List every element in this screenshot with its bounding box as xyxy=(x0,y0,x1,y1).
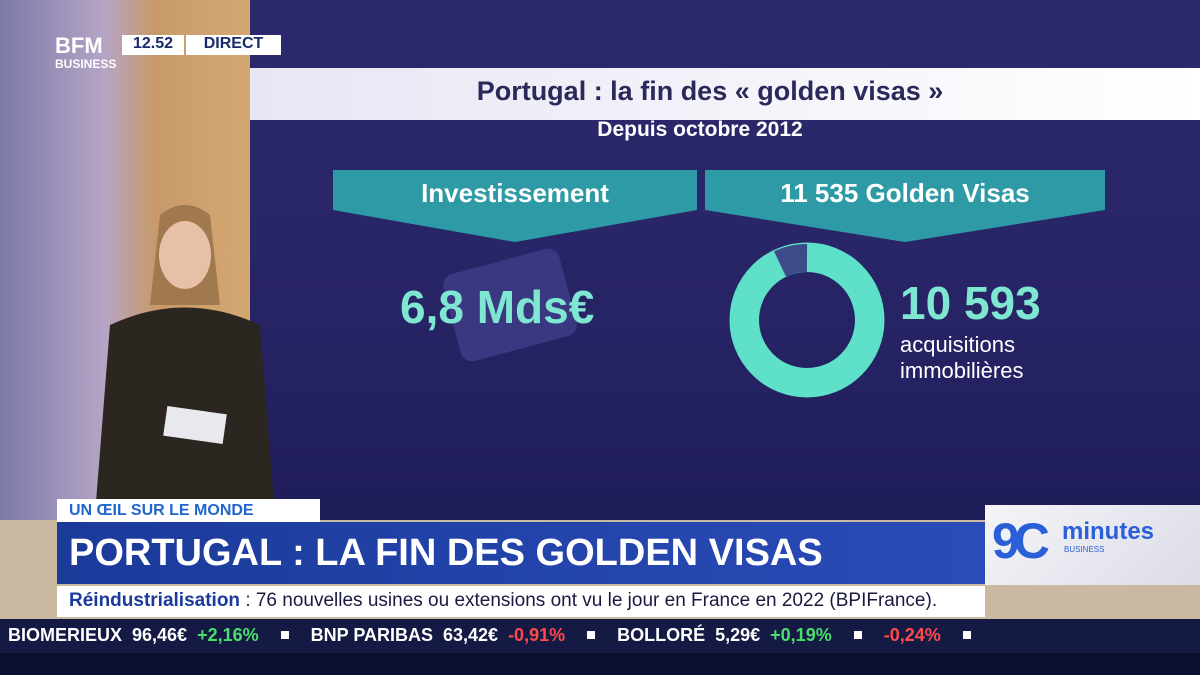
show-logo-word: minutes xyxy=(1062,518,1155,545)
title-strip xyxy=(250,68,1200,120)
show-logo-sub: BUSINESS xyxy=(1064,545,1105,554)
left-header: Investissement xyxy=(421,178,609,208)
acquisitions-label: acquisitions xyxy=(900,332,1015,357)
separator xyxy=(962,631,971,639)
stock-change: -0,91% xyxy=(508,625,566,645)
stock-price: 63,42€ xyxy=(443,625,499,645)
headline: PORTUGAL : LA FIN DES GOLDEN VISAS xyxy=(57,522,985,584)
kicker: UN ŒIL SUR LE MONDE xyxy=(57,499,320,522)
clock-time: 12.52 xyxy=(122,35,184,55)
stock-change: -0,24% xyxy=(883,625,941,645)
header-tab xyxy=(705,170,1105,242)
graphic-shapes xyxy=(333,170,1105,398)
stock-name: BOLLORÉ xyxy=(617,625,706,645)
banknote-icon xyxy=(443,248,577,362)
donut xyxy=(731,244,883,396)
stock-name: BNP PARIBAS xyxy=(310,625,433,645)
acquisitions-value: 10 593 xyxy=(900,277,1041,329)
acquisitions-label: immobilières xyxy=(900,358,1024,383)
graphic-subtitle: Depuis octobre 2012 xyxy=(597,118,803,141)
ticker-text: : 76 nouvelles usines ou extensions ont … xyxy=(245,590,938,611)
news-ticker: Réindustrialisation : 76 nouvelles usine… xyxy=(57,586,985,617)
separator xyxy=(280,631,289,639)
graphic-title: Portugal : la fin des « golden visas » xyxy=(476,76,944,106)
right-header: 11 535 Golden Visas xyxy=(780,178,1030,208)
header-tab xyxy=(333,170,697,242)
stock-price: 96,46€ xyxy=(132,625,188,645)
clock-status: DIRECT xyxy=(186,35,281,55)
show-logo-number: 9C xyxy=(992,513,1050,569)
stock-price: 5,29€ xyxy=(715,625,761,645)
stock-ticker: BIOMERIEUX 96,46€ +2,16% BNP PARIBAS 63,42€ -… xyxy=(0,619,1200,653)
stock-change: +2,16% xyxy=(197,625,259,645)
bottom-band xyxy=(0,653,1200,675)
stock-change: +0,19% xyxy=(770,625,832,645)
separator xyxy=(853,631,862,639)
show-logo-box xyxy=(985,505,1200,585)
logo-sub: BUSINESS xyxy=(55,57,117,71)
investment-value: 6,8 Mds€ xyxy=(400,281,595,333)
stock-name: BIOMERIEUX xyxy=(8,625,123,645)
logo-brand: BFM xyxy=(55,33,103,58)
ticker-topic: Réindustrialisation xyxy=(69,590,241,611)
separator xyxy=(587,631,596,639)
donut-rest xyxy=(773,244,808,277)
presenter xyxy=(95,205,275,515)
